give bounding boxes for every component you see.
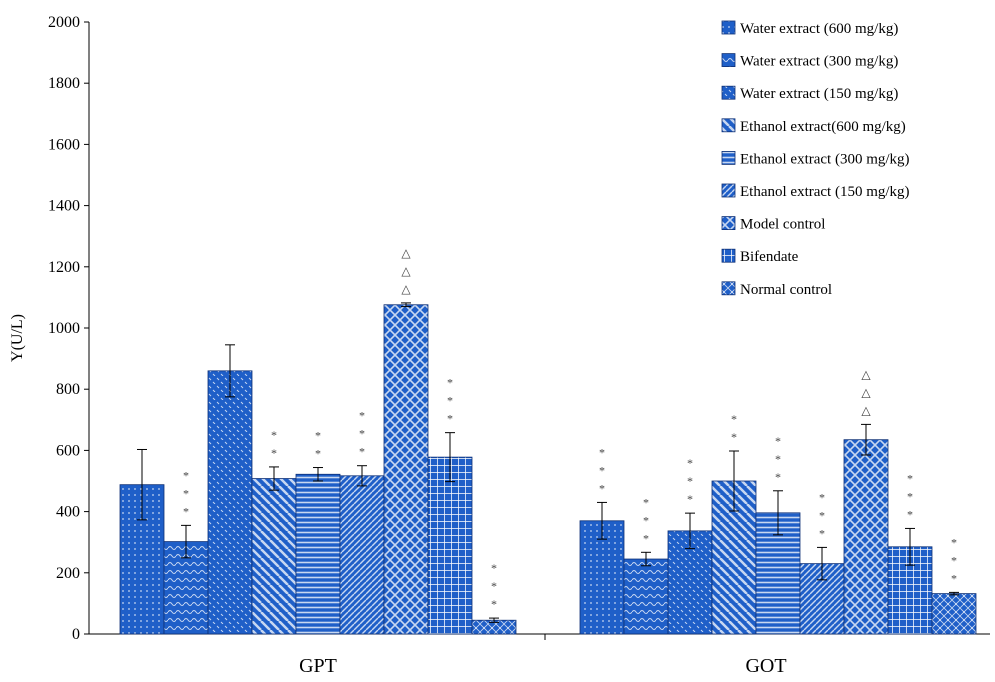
significance-mark: * * [731,412,737,444]
bar [295,473,341,635]
significance-mark: * * * [491,561,497,611]
legend-swatch [721,118,736,133]
legend-swatch [721,150,736,165]
bar [579,520,625,635]
significance-mark: * * * [907,471,913,521]
legend-entry: Bifendate [721,248,799,265]
y-tick-label: 0 [72,626,80,643]
legend-label: Water extract (150 mg/kg) [740,86,898,102]
error-bar [137,448,147,521]
bar [427,456,473,635]
significance-mark: △ △ △ [401,246,411,296]
significance-mark: * * * [643,495,649,545]
bars [119,304,977,635]
error-bar [597,501,607,540]
y-axis-title: Y(U/L) [9,314,26,362]
legend-label: Water extract (300 mg/kg) [740,54,898,70]
legend-entry: Water extract (600 mg/kg) [721,20,898,37]
y-tick-label: 1800 [48,75,80,92]
bar [931,593,977,635]
legend-label: Water extract (600 mg/kg) [740,21,898,37]
category-labels: GPT GOT [299,655,786,677]
legend-entry: Model control [721,216,825,233]
significance-mark: * * * [951,535,957,585]
error-bar [641,551,651,567]
significance-mark: * * * [447,376,453,426]
legend-label: Ethanol extract(600 mg/kg) [740,119,906,135]
bar [251,478,297,635]
y-ticks: 0 200 400 600 800 1000 1200 1400 1600 1800 2000 [48,14,89,643]
error-bar [225,344,235,398]
significance-mark: * * * [819,490,825,540]
error-bar [313,467,323,482]
significance-mark: * * * [359,409,365,459]
legend-label: Model control [740,217,825,233]
y-tick-label: 400 [56,504,80,521]
bar [383,304,429,635]
y-tick-label: 2000 [48,14,80,31]
significance-mark: * * [315,429,321,461]
error-bar [905,527,915,566]
y-tick-label: 1600 [48,136,80,153]
significance-mark: * * * [599,445,605,495]
error-bar [181,524,191,559]
error-bar [861,423,871,456]
error-bar [729,450,739,512]
error-bar [489,617,499,623]
legend-swatch [721,183,736,198]
bar [339,475,385,635]
error-bar [773,490,783,536]
bar [843,439,889,635]
legend: Water extract (600 mg/kg) Water extract (… [721,20,910,298]
legend-label: Normal control [740,282,832,298]
legend-label: Bifendate [740,249,799,265]
significance-mark: △ △ △ [861,367,871,417]
error-bar [445,432,455,483]
significance-mark: * * [271,428,277,460]
error-bar [685,512,695,550]
legend-entry: Normal control [721,281,832,298]
legend-entry: Ethanol extract (150 mg/kg) [721,183,910,200]
legend-label: Ethanol extract (150 mg/kg) [740,184,910,200]
significance-mark: * * * [775,434,781,484]
legend-entry: Ethanol extract(600 mg/kg) [721,118,906,135]
bar [623,558,669,635]
bar [207,370,253,635]
legend-swatch [721,53,736,67]
error-bar [949,591,959,596]
legend-label: Ethanol extract (300 mg/kg) [740,151,910,167]
y-tick-label: 200 [56,565,80,582]
legend-entry: Water extract (150 mg/kg) [721,85,898,102]
legend-swatch [721,85,736,100]
significance-marks: * * ** * ** * ** * ** ** ** ** * ** * ** * *△ △ △△ △ △* * ** * **… [183,246,957,611]
y-tick-label: 800 [56,381,80,398]
error-bar [357,465,367,487]
category-label: GPT [299,655,337,677]
legend-swatch [721,248,736,263]
legend-entry: Ethanol extract (300 mg/kg) [721,150,910,167]
legend-swatch [721,20,736,35]
significance-mark: * * * [687,456,693,506]
y-tick-label: 600 [56,442,80,459]
significance-mark: * * * [183,468,189,518]
legend-swatch [721,281,736,296]
error-bar [401,302,411,308]
error-bars [137,302,959,623]
category-label: GOT [745,655,786,677]
error-bar [817,546,827,581]
legend-entry: Water extract (300 mg/kg) [721,53,898,70]
y-tick-label: 1200 [48,259,80,276]
legend-swatch [721,216,736,231]
error-bar [269,466,279,491]
y-tick-label: 1400 [48,198,80,215]
y-tick-label: 1000 [48,320,80,337]
